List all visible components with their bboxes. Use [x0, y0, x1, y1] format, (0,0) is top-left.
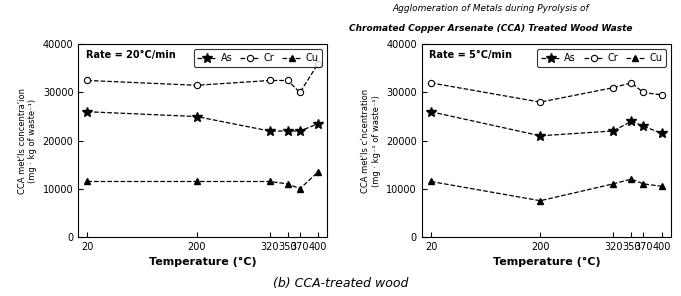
As	[284, 129, 292, 133]
X-axis label: Temperature (°C): Temperature (°C)	[149, 257, 257, 267]
Line: Cu: Cu	[84, 168, 321, 192]
As	[639, 124, 648, 128]
As	[658, 132, 666, 135]
Text: (b) CCA-treated wood: (b) CCA-treated wood	[273, 277, 408, 290]
As	[83, 110, 91, 113]
As	[314, 122, 322, 126]
Cu	[83, 180, 91, 183]
Cu	[314, 170, 322, 174]
Text: Chromated Copper Arsenate (CCA) Treated Wood Waste: Chromated Copper Arsenate (CCA) Treated …	[349, 24, 632, 33]
Text: Rate = 5°C/min: Rate = 5°C/min	[429, 50, 512, 60]
Legend: As, Cr, Cu: As, Cr, Cu	[193, 49, 322, 67]
Line: As: As	[426, 107, 667, 141]
As	[266, 129, 274, 133]
Text: Rate = 20°C/min: Rate = 20°C/min	[86, 50, 176, 60]
Cr	[427, 81, 435, 85]
Cu	[284, 182, 292, 186]
Cr	[658, 93, 666, 97]
As	[296, 129, 304, 133]
Cu	[639, 182, 648, 186]
Cr	[284, 79, 292, 82]
As	[427, 110, 435, 113]
Cu	[609, 182, 617, 186]
Y-axis label: CCA metʹls concentraʹion
(mg · kg of waste⁻¹): CCA metʹls concentraʹion (mg · kg of was…	[18, 88, 37, 194]
As	[627, 120, 635, 123]
Cr	[609, 86, 617, 89]
Line: As: As	[82, 107, 323, 136]
Legend: As, Cr, Cu: As, Cr, Cu	[537, 49, 666, 67]
Cr	[536, 100, 544, 104]
Text: Agglomeration of Metals during Pyrolysis of: Agglomeration of Metals during Pyrolysis…	[392, 4, 588, 13]
Cr	[627, 81, 635, 85]
As	[609, 129, 617, 133]
X-axis label: Temperature (°C): Temperature (°C)	[492, 257, 600, 267]
Line: Cu: Cu	[428, 176, 665, 204]
Cu	[536, 199, 544, 202]
Y-axis label: CCA metʹls cʹncentration
(mg · kg⁻¹ of waste⁻¹): CCA metʹls cʹncentration (mg · kg⁻¹ of w…	[362, 89, 381, 193]
Line: Cr: Cr	[84, 60, 321, 96]
Cr	[193, 83, 201, 87]
Cr	[83, 79, 91, 82]
As	[536, 134, 544, 138]
Cu	[427, 180, 435, 183]
Cu	[296, 187, 304, 191]
Cu	[658, 184, 666, 188]
Cu	[627, 177, 635, 181]
Cr	[314, 62, 322, 65]
Cu	[266, 180, 274, 183]
Line: Cr: Cr	[428, 80, 665, 105]
Cu	[193, 180, 201, 183]
Cr	[639, 91, 648, 94]
As	[193, 115, 201, 118]
Cr	[266, 79, 274, 82]
Cr	[296, 91, 304, 94]
